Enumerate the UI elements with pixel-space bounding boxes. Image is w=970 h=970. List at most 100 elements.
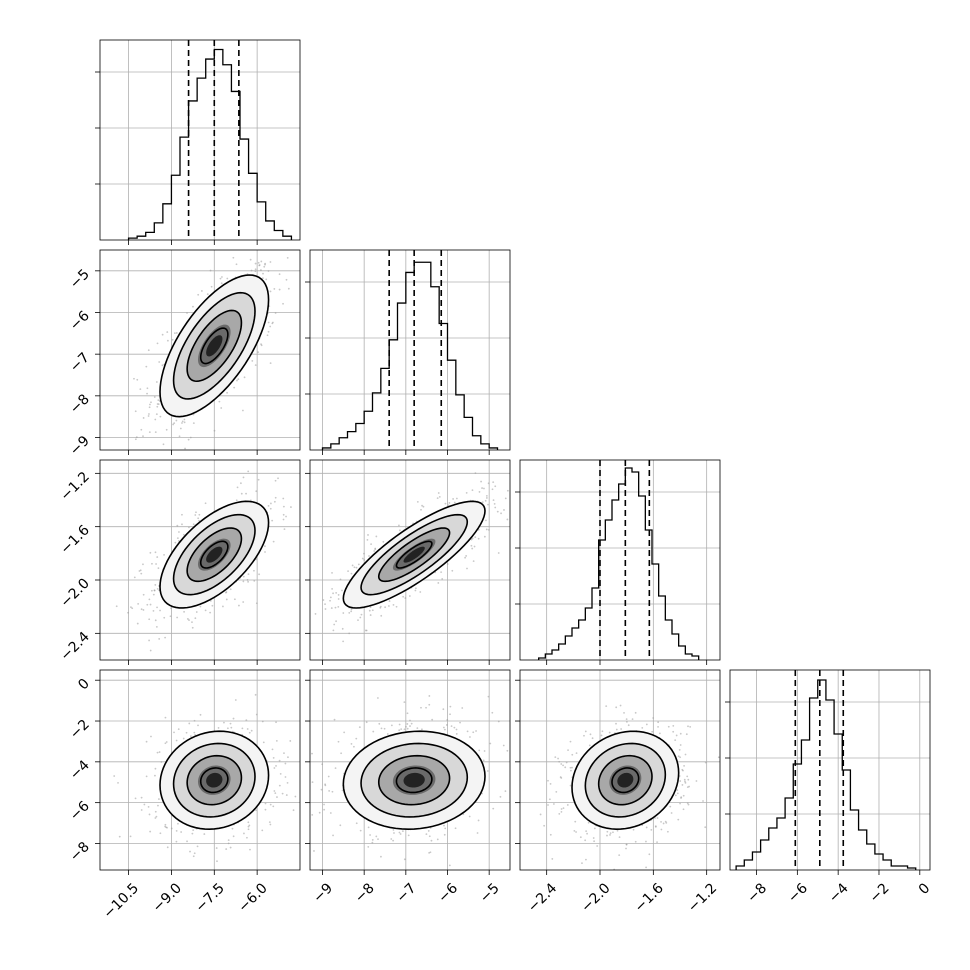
sample-point (209, 611, 212, 614)
sample-point (361, 557, 364, 560)
sample-point (193, 719, 196, 722)
sample-point (428, 851, 431, 854)
sample-point (363, 559, 366, 561)
sample-point (186, 618, 189, 620)
sample-point (323, 808, 326, 811)
sample-point (115, 605, 118, 608)
sample-point (166, 339, 169, 342)
sample-point (211, 604, 214, 607)
sample-point (160, 761, 163, 763)
sample-point (704, 761, 707, 764)
sample-point (166, 331, 169, 333)
sample-point (150, 401, 152, 404)
sample-point (367, 826, 370, 829)
sample-point (375, 835, 378, 838)
sample-point (264, 551, 266, 553)
sample-point (255, 713, 258, 716)
sample-point (264, 802, 267, 805)
sample-point (471, 489, 474, 492)
sample-point (149, 603, 152, 606)
sample-point (140, 428, 143, 431)
sample-point (175, 419, 178, 422)
sample-point (264, 545, 266, 548)
sample-point (403, 858, 406, 861)
sample-point (502, 744, 505, 747)
sample-point (254, 270, 257, 273)
sample-point (311, 781, 314, 784)
sample-point (560, 763, 563, 765)
sample-point (327, 775, 330, 778)
sample-point (449, 713, 451, 716)
sample-point (155, 381, 158, 383)
sample-point (414, 587, 417, 590)
sample-point (679, 732, 682, 735)
sample-point (261, 277, 264, 280)
pair-content (314, 472, 509, 643)
contour-line (199, 327, 229, 365)
sample-point (145, 365, 148, 368)
sample-point (446, 719, 449, 721)
sample-point (368, 609, 371, 612)
sample-point (285, 515, 287, 518)
sample-point (404, 597, 407, 599)
sample-point (506, 518, 509, 521)
sample-point (154, 619, 157, 622)
sample-point (190, 735, 192, 738)
sample-point (172, 423, 175, 426)
sample-point (272, 540, 275, 543)
sample-point (136, 622, 139, 625)
sample-point (283, 528, 286, 531)
sample-point (158, 361, 161, 363)
sample-point (654, 825, 657, 828)
sample-point (494, 506, 497, 509)
sample-point (555, 791, 558, 793)
sample-point (469, 736, 471, 738)
sample-point (198, 513, 201, 516)
sample-point (285, 794, 288, 796)
sample-point (492, 499, 495, 502)
pair-panel-1-3 (305, 669, 511, 875)
sample-point (494, 485, 497, 488)
sample-point (371, 609, 374, 612)
sample-point (335, 620, 337, 623)
sample-point (322, 599, 325, 601)
sample-point (191, 626, 194, 629)
sample-point (437, 582, 440, 584)
sample-point (186, 840, 188, 843)
sample-point (480, 480, 483, 483)
sample-point (353, 745, 355, 748)
sample-point (265, 278, 268, 281)
sample-point (398, 524, 400, 527)
density-level (206, 772, 223, 788)
sample-point (357, 563, 360, 566)
sample-point (623, 711, 625, 714)
sample-point (220, 282, 223, 285)
sample-point (156, 405, 159, 408)
sample-point (187, 438, 190, 441)
sample-point (560, 810, 563, 813)
sample-point (554, 756, 557, 758)
sample-point (192, 422, 195, 425)
sample-point (664, 820, 667, 823)
sample-point (470, 538, 473, 541)
sample-point (574, 820, 577, 823)
sample-point (177, 539, 180, 542)
sample-point (406, 723, 409, 725)
sample-point (443, 728, 446, 731)
sample-point (137, 603, 140, 605)
sample-point (181, 523, 183, 526)
sample-point (169, 615, 172, 618)
sample-point (134, 797, 137, 800)
sample-point (347, 570, 349, 573)
sample-point (329, 812, 332, 814)
sample-point (377, 838, 379, 841)
pair-panel-1-2 (305, 459, 511, 665)
sample-point (566, 804, 569, 806)
sample-point (489, 742, 492, 745)
sample-point (183, 610, 185, 613)
sample-point (687, 803, 690, 806)
sample-point (461, 707, 464, 709)
sample-point (562, 764, 564, 767)
sample-point (275, 765, 277, 767)
sample-point (148, 431, 151, 433)
